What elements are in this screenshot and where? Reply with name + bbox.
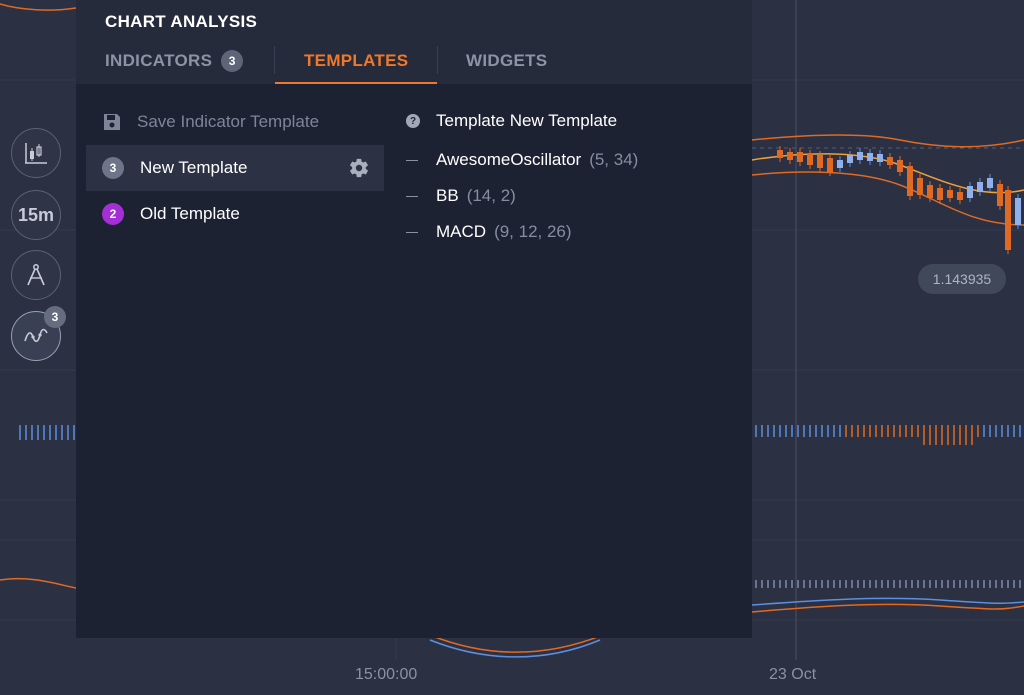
indicator-name: BB — [436, 186, 459, 205]
template-item-new[interactable]: 3 New Template — [86, 145, 384, 191]
panel-title: CHART ANALYSIS — [105, 12, 258, 31]
indicators-count-badge: 3 — [221, 50, 244, 72]
gear-icon[interactable] — [348, 157, 370, 179]
chart-type-button[interactable] — [11, 128, 61, 178]
tab-indicators[interactable]: INDICATORS 3 — [105, 38, 244, 84]
tab-label: INDICATORS — [105, 51, 213, 70]
indicator-params: (9, 12, 26) — [494, 222, 572, 241]
template-number-badge: 2 — [102, 203, 124, 225]
template-item-old[interactable]: 2 Old Template — [86, 191, 384, 237]
indicators-button[interactable]: 3 — [11, 306, 66, 361]
indicator-name: MACD — [436, 222, 487, 241]
candlestick-icon — [25, 143, 47, 164]
template-detail-title: ? Template New Template — [406, 108, 617, 134]
floppy-disk-icon — [104, 114, 120, 130]
dash-icon — [406, 195, 418, 197]
dash-icon — [406, 231, 418, 233]
timeframe-button[interactable]: 15m — [11, 190, 61, 240]
question-circle-icon[interactable]: ? — [406, 114, 420, 128]
indicator-item: BB (14, 2) — [406, 183, 516, 209]
active-tab-indicator — [275, 82, 437, 84]
indicator-item: MACD (9, 12, 26) — [406, 219, 572, 245]
indicator-params: (5, 34) — [589, 150, 639, 169]
price-label: 1.143935 — [918, 264, 1006, 294]
tab-templates[interactable]: TEMPLATES — [304, 38, 408, 84]
save-template-label: Save Indicator Template — [137, 112, 320, 131]
tab-divider — [274, 46, 275, 74]
indicator-item: AwesomeOscillator (5, 34) — [406, 147, 638, 173]
tab-widgets[interactable]: WIDGETS — [466, 38, 547, 84]
indicator-wave-icon — [24, 328, 48, 343]
timeframe-label: 15m — [17, 204, 55, 225]
time-axis-label: 15:00:00 — [355, 666, 418, 683]
chart-analysis-panel: CHART ANALYSIS INDICATORS 3 TEMPLATES WI… — [76, 0, 752, 638]
dash-icon — [406, 159, 418, 161]
tab-bar: INDICATORS 3 TEMPLATES WIDGETS — [76, 38, 752, 84]
indicator-name: AwesomeOscillator — [436, 150, 582, 169]
tab-divider — [437, 46, 438, 74]
template-name: Old Template — [140, 204, 240, 223]
indicator-params: (14, 2) — [466, 186, 516, 205]
template-detail-title-text: Template New Template — [436, 111, 618, 130]
template-name: New Template — [140, 158, 248, 177]
tab-label: WIDGETS — [466, 51, 548, 70]
save-indicator-template-button[interactable]: Save Indicator Template — [102, 108, 319, 136]
time-axis-label: 23 Oct — [769, 666, 817, 683]
tab-label: TEMPLATES — [304, 51, 409, 70]
indicators-count-badge: 3 — [44, 306, 66, 328]
drawing-tools-button[interactable] — [11, 250, 61, 300]
panel-header: CHART ANALYSIS INDICATORS 3 TEMPLATES WI… — [76, 0, 752, 84]
template-number-badge: 3 — [102, 157, 124, 179]
compass-icon — [27, 264, 45, 286]
